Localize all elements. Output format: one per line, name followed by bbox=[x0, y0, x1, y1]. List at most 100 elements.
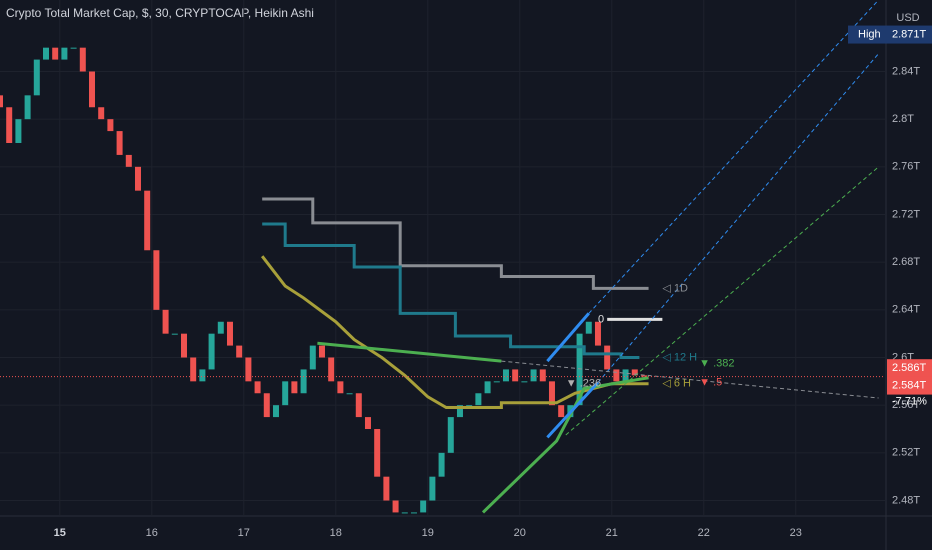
x-tick-label: 20 bbox=[514, 527, 526, 539]
candle bbox=[604, 345, 611, 370]
candle bbox=[420, 500, 427, 513]
candle bbox=[6, 107, 13, 144]
candle bbox=[245, 357, 252, 382]
candle bbox=[171, 333, 178, 335]
x-tick-label: 22 bbox=[698, 527, 710, 539]
x-tick-label: 18 bbox=[330, 527, 342, 539]
candle bbox=[613, 369, 620, 382]
overlay-line bbox=[501, 360, 879, 399]
high-value: 2.871T bbox=[892, 28, 927, 40]
overlay-line bbox=[317, 341, 502, 363]
candle bbox=[272, 405, 279, 418]
candle bbox=[309, 345, 316, 370]
y-tick-label: 2.64T bbox=[892, 304, 920, 316]
candle bbox=[401, 512, 408, 514]
candle bbox=[162, 309, 169, 334]
x-tick-label: 17 bbox=[238, 527, 250, 539]
candle bbox=[530, 369, 537, 382]
annotation: ◁ 12 H bbox=[662, 351, 697, 363]
overlay-line bbox=[261, 255, 649, 410]
candle bbox=[631, 369, 638, 376]
candle bbox=[594, 321, 601, 346]
annotation: ◁ 6 H bbox=[662, 378, 691, 390]
candle bbox=[61, 47, 68, 60]
overlay-line bbox=[262, 222, 640, 360]
candle bbox=[521, 381, 528, 383]
overlay-line bbox=[597, 53, 879, 383]
candle bbox=[475, 393, 482, 406]
change-label: -7.71% bbox=[892, 395, 927, 407]
candle bbox=[364, 417, 371, 430]
y-tick-label: 2.68T bbox=[892, 256, 920, 268]
candle bbox=[107, 119, 114, 132]
y-tick-label: 2.48T bbox=[892, 494, 920, 506]
candle bbox=[512, 369, 519, 382]
high-box bbox=[848, 25, 932, 44]
candle bbox=[456, 405, 463, 418]
y-tick-label: 2.84T bbox=[892, 65, 920, 77]
candle bbox=[116, 131, 123, 155]
y-tick-label: 2.56T bbox=[892, 399, 920, 411]
candle bbox=[153, 250, 160, 310]
candle bbox=[52, 47, 59, 60]
candle bbox=[208, 333, 215, 370]
candle bbox=[226, 321, 233, 346]
x-tick-label: 15 bbox=[54, 527, 66, 539]
candle bbox=[79, 47, 86, 72]
candle bbox=[337, 381, 344, 394]
candle bbox=[263, 393, 270, 418]
candle bbox=[0, 95, 3, 108]
candle bbox=[42, 47, 49, 60]
candle bbox=[355, 393, 362, 418]
price-label: 2.586T bbox=[892, 362, 927, 374]
overlay-line bbox=[588, 0, 879, 314]
candle bbox=[447, 417, 454, 453]
x-tick-label: 23 bbox=[790, 527, 802, 539]
candle bbox=[98, 107, 105, 120]
candle bbox=[438, 452, 445, 477]
overlay-line bbox=[262, 197, 649, 290]
candle bbox=[15, 119, 22, 144]
overlay-line bbox=[565, 166, 879, 436]
candle bbox=[392, 500, 399, 513]
candle bbox=[576, 333, 583, 406]
candle bbox=[236, 345, 243, 358]
candle bbox=[300, 369, 307, 394]
candle bbox=[190, 357, 197, 382]
candle bbox=[33, 59, 40, 96]
price-label: 2.584T bbox=[892, 379, 927, 391]
candle bbox=[70, 47, 77, 49]
y-tick-label: 2.76T bbox=[892, 161, 920, 173]
candle bbox=[180, 333, 187, 358]
candle bbox=[328, 357, 335, 382]
y-tick-label: 2.72T bbox=[892, 208, 920, 220]
y-tick-label: 2.52T bbox=[892, 447, 920, 459]
candle bbox=[622, 369, 629, 382]
candle bbox=[383, 476, 390, 501]
candle bbox=[548, 381, 555, 406]
candle bbox=[134, 166, 141, 191]
price-label-box bbox=[887, 376, 932, 395]
candle bbox=[410, 512, 417, 514]
annotation: ◁ 1D bbox=[662, 282, 688, 294]
candle bbox=[144, 190, 151, 251]
candle bbox=[374, 429, 381, 477]
candle bbox=[282, 381, 289, 406]
candle bbox=[640, 375, 647, 377]
candle bbox=[24, 95, 31, 120]
candle bbox=[346, 393, 353, 395]
annotation: ▼ .5 bbox=[699, 376, 722, 388]
candle bbox=[291, 381, 298, 394]
price-label-box bbox=[887, 359, 932, 378]
candle bbox=[217, 321, 224, 334]
candle bbox=[493, 381, 500, 383]
overlay-line bbox=[481, 376, 649, 514]
candle bbox=[429, 476, 436, 501]
overlay-line bbox=[546, 381, 600, 439]
candle bbox=[88, 71, 95, 108]
candle bbox=[254, 381, 261, 394]
currency: USD bbox=[896, 12, 919, 24]
annotation: ▼ .382 bbox=[699, 357, 734, 369]
